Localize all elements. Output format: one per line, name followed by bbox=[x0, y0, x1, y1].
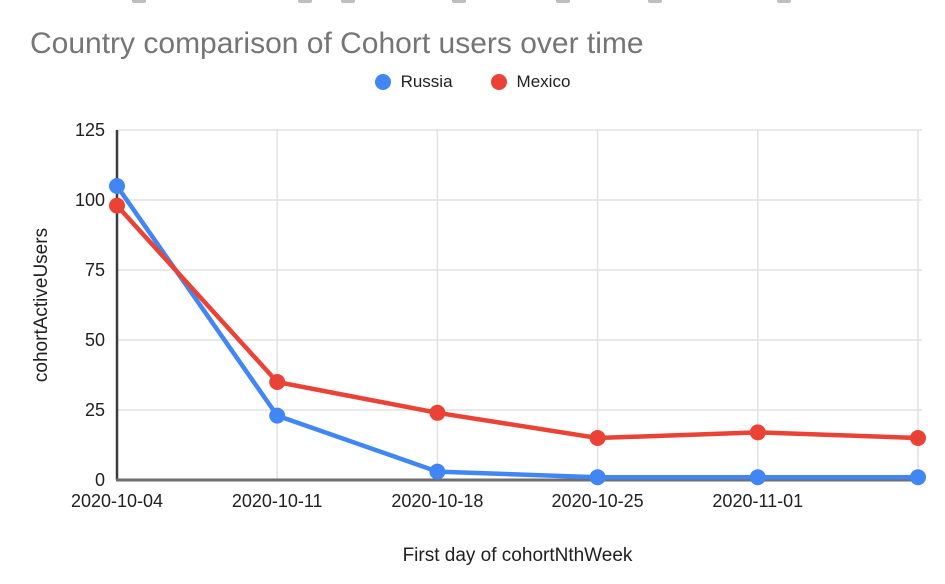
data-point-russia-3[interactable] bbox=[589, 469, 606, 486]
y-tick-label-25: 25 bbox=[85, 400, 105, 420]
x-tick-label-2020-10-25: 2020-10-25 bbox=[552, 491, 644, 511]
y-tick-label-100: 100 bbox=[75, 190, 105, 210]
series-line-mexico bbox=[114, 203, 921, 441]
top-crop-mark bbox=[341, 0, 355, 3]
chart-legend: Russia Mexico bbox=[0, 72, 945, 92]
top-crop-mark bbox=[298, 0, 312, 3]
top-crop-mark bbox=[777, 0, 791, 3]
y-tick-label-125: 125 bbox=[75, 120, 105, 140]
top-crop-mark bbox=[452, 0, 466, 3]
data-point-mexico-2[interactable] bbox=[429, 404, 446, 421]
data-point-russia-5[interactable] bbox=[910, 469, 926, 486]
data-point-russia-0[interactable] bbox=[109, 178, 125, 194]
legend-marker-mexico-icon bbox=[490, 74, 507, 90]
legend-item-mexico[interactable]: Mexico bbox=[490, 72, 571, 92]
data-point-mexico-5[interactable] bbox=[910, 430, 926, 446]
chart-title: Country comparison of Cohort users over … bbox=[30, 27, 644, 60]
legend-marker-russia-icon bbox=[374, 74, 391, 90]
legend-label-russia: Russia bbox=[400, 72, 453, 91]
data-point-russia-1[interactable] bbox=[269, 407, 286, 424]
data-point-russia-2[interactable] bbox=[429, 463, 446, 480]
data-point-mexico-4[interactable] bbox=[749, 424, 766, 441]
x-tick-label-2020-11-01: 2020-11-01 bbox=[712, 491, 803, 511]
data-point-mexico-3[interactable] bbox=[589, 430, 606, 446]
y-tick-label-50: 50 bbox=[85, 330, 105, 350]
y-tick-label-75: 75 bbox=[85, 260, 105, 280]
series-line-russia bbox=[114, 183, 921, 480]
x-tick-label-2020-10-04: 2020-10-04 bbox=[71, 491, 163, 511]
legend-item-russia[interactable]: Russia bbox=[374, 72, 453, 92]
x-tick-label-2020-10-18: 2020-10-18 bbox=[391, 491, 483, 511]
cropped-text-artifacts bbox=[0, 0, 945, 5]
y-tick-label-0: 0 bbox=[95, 470, 105, 490]
top-crop-mark bbox=[648, 0, 662, 3]
x-tick-label-2020-10-11: 2020-10-11 bbox=[232, 491, 323, 511]
legend-label-mexico: Mexico bbox=[516, 72, 571, 91]
x-axis-title: First day of cohortNthWeek bbox=[402, 545, 633, 566]
top-crop-mark bbox=[132, 0, 146, 3]
top-crop-mark bbox=[556, 0, 570, 3]
data-point-mexico-0[interactable] bbox=[109, 197, 125, 214]
data-point-mexico-1[interactable] bbox=[269, 374, 286, 390]
data-point-russia-4[interactable] bbox=[749, 469, 766, 486]
